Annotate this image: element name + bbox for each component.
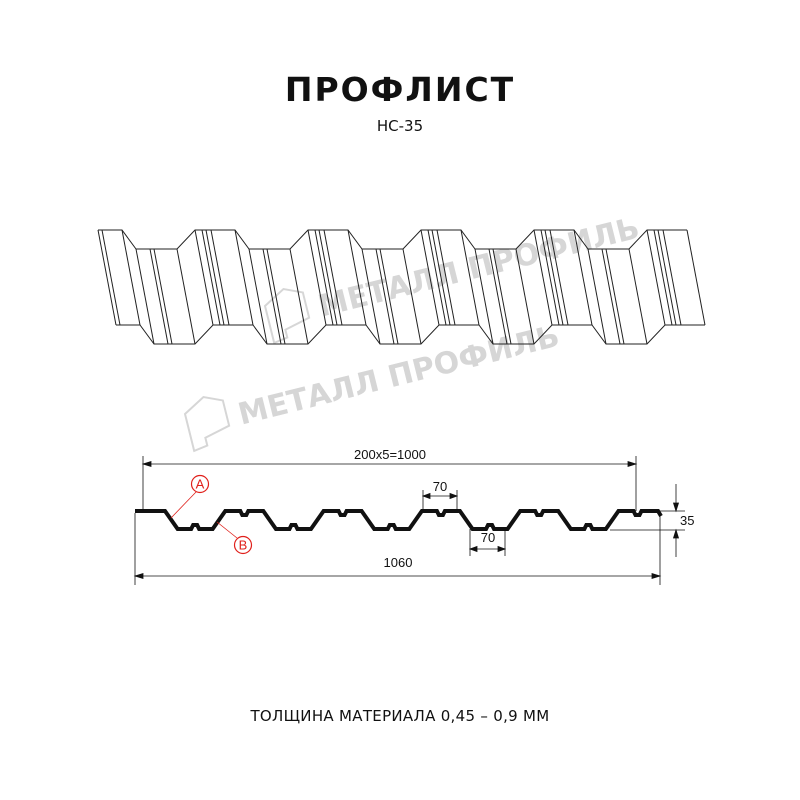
sheet-fold-line — [587, 248, 607, 345]
sheet-rib-line — [657, 229, 677, 326]
sheet-fold-line — [460, 229, 480, 326]
sheet-rib-line — [601, 248, 621, 345]
sheet-fold-line — [97, 229, 117, 326]
sheet-rib-line — [488, 248, 508, 345]
callout-b: B — [216, 521, 253, 555]
dim-label-crest: 70 — [433, 479, 447, 494]
sheet-fold-line — [176, 248, 196, 345]
sheet-fold-line — [662, 229, 682, 326]
sheet-rib-line — [101, 229, 121, 326]
callout-b-label: B — [239, 538, 248, 553]
sheet-fold-line — [194, 229, 214, 326]
sheet-fold-line — [646, 229, 666, 326]
sheet-rib-line — [266, 248, 286, 345]
sheet-fold-line — [549, 229, 569, 326]
sheet-fold-line — [248, 248, 268, 345]
sheet-rib-line — [427, 229, 447, 326]
sheet-fold-line — [323, 229, 343, 326]
sheet-rib-line — [379, 248, 399, 345]
sheet-rib-line — [492, 248, 512, 345]
sheet-rib-line — [314, 229, 334, 326]
sheet-rib-line — [431, 229, 451, 326]
sheet-3d-view — [97, 229, 706, 345]
arrow-icon — [672, 502, 680, 539]
callout-a-label: A — [196, 477, 205, 492]
sheet-rib-line — [205, 229, 225, 326]
sheet-fold-line — [121, 229, 141, 326]
sheet-rib-line — [544, 229, 564, 326]
sheet-fold-line — [210, 229, 230, 326]
sheet-fold-line — [686, 229, 706, 326]
arrow-icon — [133, 572, 662, 580]
sheet-fold-line — [515, 248, 535, 345]
sheet-rib-line — [201, 229, 221, 326]
sheet-fold-line — [402, 248, 422, 345]
sheet-rib-line — [149, 248, 169, 345]
callout-a: A — [170, 474, 210, 519]
sheet-rib-line — [318, 229, 338, 326]
profile-cross-section — [135, 509, 663, 531]
sheet-fold-line — [361, 248, 381, 345]
sheet-rib-line — [605, 248, 625, 345]
watermark-logo-icon — [183, 395, 231, 453]
dimension-lines — [133, 456, 685, 585]
sheet-rib-line — [375, 248, 395, 345]
dim-label-height: 35 — [680, 513, 694, 528]
arrow-icon — [141, 460, 638, 468]
watermark-top: МЕТАЛЛ ПРОФИЛЬ — [263, 211, 643, 345]
dim-label-overall: 1060 — [384, 555, 413, 570]
dim-label-trough: 70 — [481, 530, 495, 545]
sheet-fold-line — [533, 229, 553, 326]
material-thickness-note: ТОЛЩИНА МАТЕРИАЛА 0,45 – 0,9 ММ — [250, 707, 550, 725]
sheet-fold-line — [474, 248, 494, 345]
watermark-bottom: МЕТАЛЛ ПРОФИЛЬ — [183, 319, 563, 453]
sheet-fold-line — [573, 229, 593, 326]
dim-label-pitch: 200x5=1000 — [354, 447, 426, 462]
sheet-fold-line — [307, 229, 327, 326]
watermark-text-bottom: МЕТАЛЛ ПРОФИЛЬ — [235, 319, 563, 433]
sheet-fold-line — [420, 229, 440, 326]
sheet-rib-line — [262, 248, 282, 345]
arrow-icon — [468, 545, 507, 553]
sheet-rib-line — [653, 229, 673, 326]
page-title: ПРОФЛИСТ — [284, 70, 516, 109]
sheet-fold-line — [436, 229, 456, 326]
watermark-logo-icon — [263, 287, 311, 345]
sheet-fold-line — [347, 229, 367, 326]
arrow-icon — [421, 492, 459, 500]
sheet-fold-line — [628, 248, 648, 345]
sheet-fold-line — [135, 248, 155, 345]
sheet-rib-line — [153, 248, 173, 345]
sheet-fold-line — [289, 248, 309, 345]
sheet-fold-line — [234, 229, 254, 326]
model-subtitle: НС-35 — [376, 117, 424, 135]
sheet-rib-line — [540, 229, 560, 326]
